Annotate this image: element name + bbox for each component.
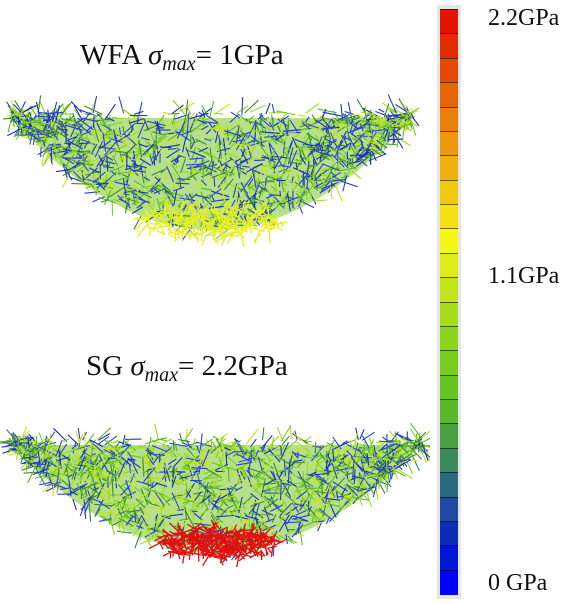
colorbar-cell	[440, 374, 458, 400]
colorbar-cell	[440, 569, 458, 595]
wfa-fiber-network-image	[3, 94, 420, 247]
colorbar-cell	[440, 155, 458, 181]
colorbar-cell	[440, 9, 458, 34]
colorbar-cell	[440, 399, 458, 424]
colorbar-cell	[440, 423, 458, 449]
colorbar-min-label: 0 GPa	[488, 570, 548, 596]
colorbar-cell	[440, 204, 458, 229]
colorbar-cell	[440, 252, 458, 278]
colorbar-cell	[440, 325, 458, 351]
colorbar-cell	[440, 228, 458, 254]
colorbar-cell	[440, 545, 458, 571]
wfa-panel-title: WFA σmax= 1GPa	[80, 38, 284, 75]
colorbar-cell	[440, 179, 458, 205]
colorbar-cell	[440, 106, 458, 132]
sg-max-stress: = 2.2GPa	[177, 350, 288, 382]
sg-panel-title: SG σmax= 2.2GPa	[86, 349, 288, 386]
colorbar-cell	[440, 33, 458, 59]
colorbar-cell	[440, 277, 458, 302]
colorbar-cell	[440, 520, 458, 546]
colorbar-mid-label: 1.1GPa	[488, 263, 560, 289]
colorbar-cell	[440, 301, 458, 327]
sigma-subscript: max	[144, 364, 178, 386]
colorbar-cell	[440, 472, 458, 497]
sg-label: SG	[86, 350, 124, 382]
colorbar-max-label: 2.2GPa	[488, 5, 560, 31]
colorbar-cell	[440, 82, 458, 107]
sigma-subscript: max	[162, 53, 196, 75]
sigma-symbol: σ	[147, 39, 163, 71]
colorbar-scale	[440, 9, 458, 595]
wfa-label: WFA	[80, 39, 141, 71]
colorbar-cell	[440, 350, 458, 376]
colorbar-cell	[440, 447, 458, 473]
colorbar-cell	[440, 130, 458, 156]
colorbar-cell	[440, 57, 458, 83]
wfa-max-stress: = 1GPa	[195, 39, 284, 71]
colorbar-cell	[440, 496, 458, 522]
sigma-symbol: σ	[130, 350, 145, 382]
sg-fiber-network-image	[0, 422, 430, 568]
